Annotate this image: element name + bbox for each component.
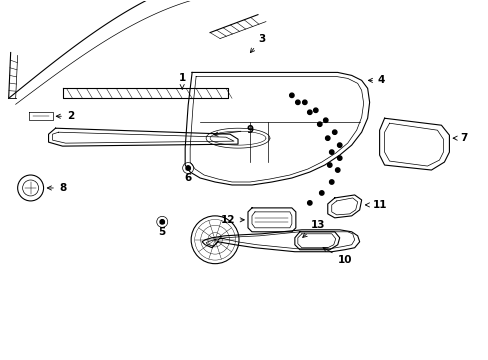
Circle shape: [185, 166, 190, 170]
Circle shape: [327, 163, 331, 167]
Circle shape: [323, 118, 327, 122]
Text: 11: 11: [365, 200, 386, 210]
Circle shape: [319, 191, 324, 195]
Circle shape: [295, 100, 300, 104]
Text: 2: 2: [56, 111, 74, 121]
Text: 13: 13: [302, 220, 325, 237]
Circle shape: [337, 156, 341, 160]
Text: 3: 3: [250, 33, 265, 53]
Circle shape: [313, 108, 317, 112]
Text: 5: 5: [158, 220, 165, 237]
Text: 7: 7: [452, 133, 467, 143]
Text: 10: 10: [323, 248, 351, 265]
Text: 4: 4: [367, 75, 385, 85]
Circle shape: [307, 201, 311, 205]
Circle shape: [289, 93, 293, 98]
Text: 9: 9: [213, 125, 253, 136]
Circle shape: [307, 110, 311, 114]
Circle shape: [329, 150, 333, 154]
Circle shape: [160, 220, 164, 224]
Text: 1: 1: [178, 73, 185, 89]
Circle shape: [332, 130, 336, 134]
Circle shape: [337, 143, 341, 147]
Circle shape: [317, 122, 321, 126]
Circle shape: [302, 100, 306, 104]
Text: 6: 6: [184, 166, 191, 183]
Circle shape: [325, 136, 329, 140]
Circle shape: [335, 168, 339, 172]
Text: 8: 8: [47, 183, 66, 193]
Circle shape: [329, 180, 333, 184]
Text: 12: 12: [221, 215, 244, 225]
